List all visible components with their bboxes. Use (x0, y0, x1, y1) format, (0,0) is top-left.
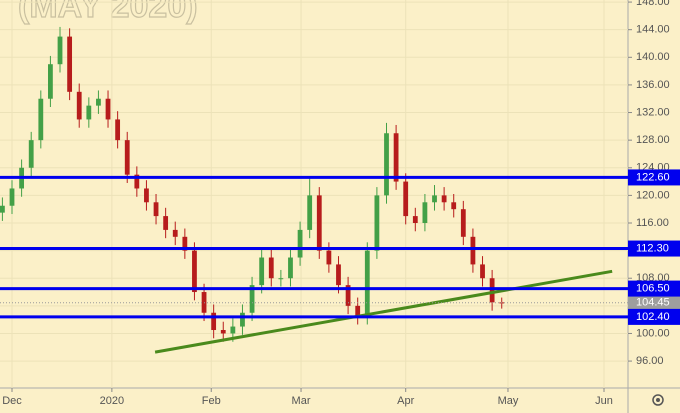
candle-body (422, 202, 428, 223)
candle-body (38, 98, 44, 141)
candle-body (240, 312, 245, 327)
y-tick-label: 120.00 (636, 189, 670, 201)
candle-body (345, 285, 351, 306)
y-tick-label: 136.00 (636, 79, 670, 91)
candle-body (326, 250, 332, 265)
candle-body (144, 188, 149, 203)
trendline (154, 269, 613, 354)
candle-body (172, 229, 178, 237)
candle-body (403, 181, 409, 217)
x-tick-label: Dec (2, 395, 22, 407)
gear-center[interactable] (656, 398, 660, 402)
level-label: 112.30 (636, 242, 669, 254)
candle-body (48, 64, 53, 99)
candle-body (489, 278, 495, 303)
y-tick-label: 132.00 (636, 106, 670, 118)
candle-body (0, 205, 5, 213)
candle-body (480, 264, 485, 279)
gear[interactable] (652, 394, 664, 406)
level-box (628, 308, 680, 325)
last-price-box (628, 294, 680, 311)
chart-title: (MAY 2020) (18, 0, 198, 25)
y-tick-label: 100.00 (636, 327, 670, 339)
y-tick-label: 140.00 (636, 51, 670, 63)
candle-body (249, 285, 255, 313)
last-price-label: 104.45 (636, 297, 670, 309)
y-tick-label: 144.00 (636, 24, 670, 36)
candle-body (134, 174, 140, 189)
candle-body (220, 330, 226, 334)
candle-body (374, 195, 380, 251)
candle-body (297, 229, 303, 258)
candle-body (336, 264, 341, 286)
candle-body (9, 188, 15, 206)
x-tick-label: 2020 (100, 395, 124, 407)
candle-body (86, 105, 92, 120)
candle-body (67, 36, 73, 92)
y-tick-label: 96.00 (636, 355, 664, 367)
candle-body (268, 257, 274, 279)
candle-body (412, 216, 418, 223)
candle-body (307, 195, 313, 230)
candle-body (211, 312, 217, 331)
y-tick-label: 148.00 (636, 0, 670, 8)
candle-body (393, 133, 399, 182)
candle-body (441, 195, 447, 203)
candle-body (278, 278, 284, 280)
candle-body (230, 326, 236, 334)
candle-body (355, 305, 361, 317)
level-label: 106.50 (636, 282, 670, 294)
x-tick-label: May (498, 395, 519, 407)
candle-body (182, 236, 188, 251)
grid (0, 0, 628, 388)
level-box (628, 280, 680, 297)
candle-body (192, 250, 197, 293)
candle-body (259, 257, 265, 286)
candle-body (124, 140, 130, 175)
settings-icon[interactable] (652, 394, 664, 406)
candle-body (153, 202, 159, 217)
level-box (628, 240, 680, 257)
x-tick-label: Jun (595, 395, 613, 407)
candle-body (96, 98, 101, 106)
candle-body (470, 236, 476, 265)
candle-body (460, 209, 466, 237)
candle-body (28, 140, 34, 168)
candle-body (432, 195, 437, 203)
x-tick-label: Feb (202, 395, 221, 407)
level-label: 102.40 (636, 311, 670, 323)
candle-body (316, 195, 322, 251)
x-tick-label: Apr (397, 395, 414, 407)
candle-body (115, 119, 121, 141)
candle-body (163, 216, 169, 230)
candle-body (364, 250, 370, 317)
candle-body (105, 98, 111, 120)
candle-body (76, 91, 82, 120)
y-tick-label: 116.00 (636, 217, 669, 229)
candle-body (384, 133, 389, 196)
x-tick-label: Mar (292, 395, 311, 407)
level-box (628, 169, 680, 186)
candle-body (57, 36, 63, 65)
y-tick-label: 128.00 (636, 134, 670, 146)
level-label: 122.60 (636, 171, 670, 183)
candle-body (288, 257, 293, 279)
candle-body (451, 202, 457, 210)
